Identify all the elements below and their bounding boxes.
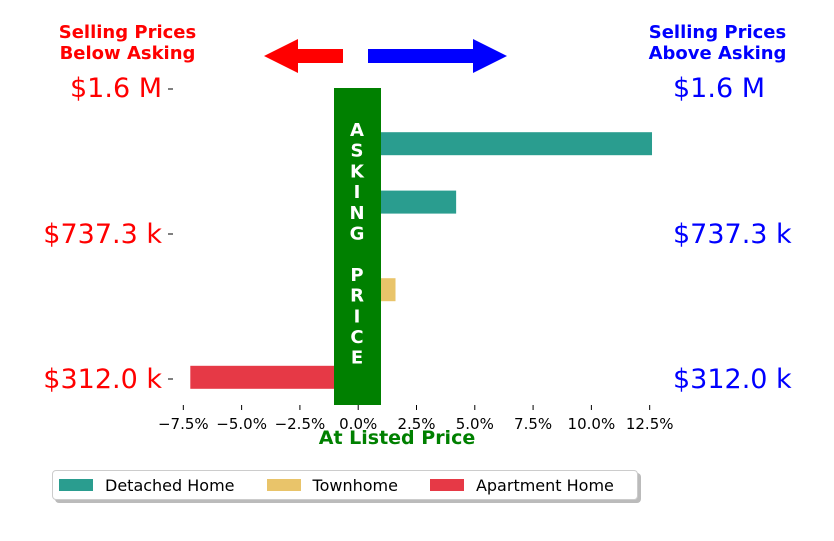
price-right-bottom: $312.0 k: [673, 364, 792, 395]
band-letter-7: P: [350, 265, 363, 286]
right-arrow-icon: [368, 39, 507, 73]
bar-apartment-home-9: [190, 365, 359, 389]
x-tick-label-4: 2.5%: [397, 415, 435, 433]
x-tick-label-1: −5.0%: [216, 415, 267, 433]
legend-item-apartment: Apartment Home: [429, 475, 614, 495]
x-tick-label-5: 5.0%: [456, 415, 494, 433]
legend-label-townhome: Townhome: [312, 475, 398, 495]
asking-price-band: [334, 88, 381, 405]
header-below-line2: Below Asking: [59, 43, 196, 64]
band-letter-5: G: [350, 224, 365, 245]
price-left-mid: $737.3 k: [43, 219, 162, 250]
band-letter-2: K: [350, 161, 365, 182]
band-letter-3: I: [354, 182, 361, 203]
header-below-asking: Selling Prices Below Asking: [40, 22, 215, 64]
header-above-line2: Above Asking: [648, 43, 787, 64]
bar-detached-home-3: [358, 190, 457, 214]
bar-detached-home-1: [358, 132, 653, 156]
legend-swatch-apartment: [429, 479, 464, 491]
price-left-bottom: $312.0 k: [43, 364, 162, 395]
x-tick-label-3: 0.0%: [339, 415, 377, 433]
x-tick-label-6: 7.5%: [514, 415, 552, 433]
legend-label-detached: Detached Home: [105, 475, 235, 495]
header-above-asking: Selling Prices Above Asking: [630, 22, 805, 64]
band-letter-4: N: [349, 203, 364, 224]
band-letter-0: A: [350, 120, 364, 141]
x-tick-label-7: 10.0%: [568, 415, 616, 433]
price-right-mid: $737.3 k: [673, 219, 792, 250]
left-arrow-icon: [264, 39, 343, 73]
price-right-top: $1.6 M: [673, 73, 765, 104]
legend-swatch-townhome: [266, 479, 301, 491]
x-tick-label-8: 12.5%: [626, 415, 674, 433]
band-letter-8: R: [350, 286, 364, 307]
legend: Detached Home Townhome Apartment Home: [52, 470, 638, 500]
price-left-top: $1.6 M: [70, 73, 162, 104]
header-below-line1: Selling Prices: [58, 22, 197, 43]
x-tick-label-2: −2.5%: [275, 415, 326, 433]
header-above-line1: Selling Prices: [648, 22, 787, 43]
legend-item-detached: Detached Home: [59, 476, 235, 495]
x-axis-label: At Listed Price: [318, 427, 476, 449]
band-letter-1: S: [351, 141, 364, 162]
band-letter-10: C: [350, 327, 363, 348]
x-tick-label-0: −7.5%: [158, 415, 209, 433]
legend-item-townhome: Townhome: [266, 475, 398, 495]
legend-label-apartment: Apartment Home: [475, 475, 614, 495]
legend-swatch-detached: [59, 479, 93, 491]
band-letter-11: E: [351, 348, 363, 369]
band-letter-9: I: [354, 306, 361, 327]
